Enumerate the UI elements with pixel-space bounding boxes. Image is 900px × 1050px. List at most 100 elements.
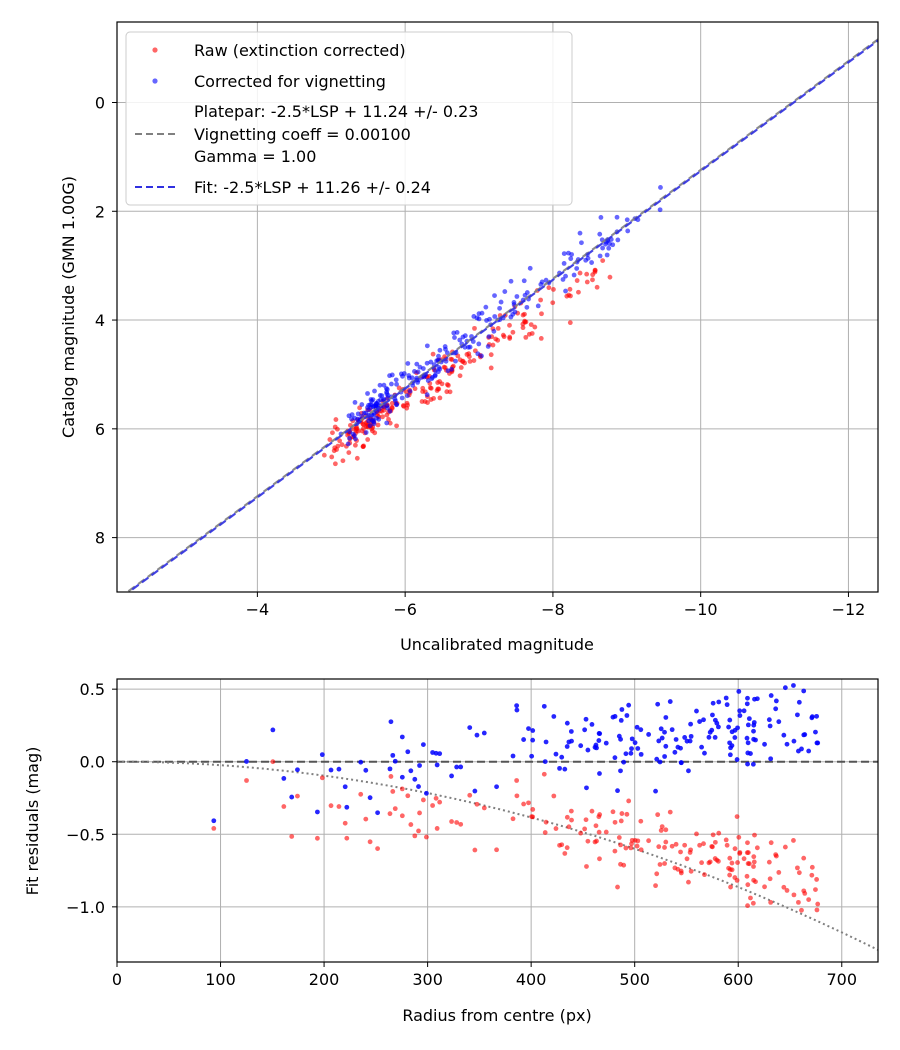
residual-point-raw (543, 819, 549, 825)
scatter-point-raw (510, 329, 516, 335)
residuals-scatter (211, 683, 821, 913)
scatter-point-corrected (428, 359, 434, 365)
residual-point-raw (702, 872, 707, 878)
scatter-point-raw (466, 351, 472, 357)
scatter-point-corrected (624, 217, 630, 223)
scatter-point-raw (501, 334, 507, 340)
residual-point-corrected (551, 714, 557, 719)
residual-point-corrected (399, 734, 405, 740)
scatter-point-corrected (368, 397, 374, 402)
residual-point-corrected (603, 740, 609, 746)
scatter-point-corrected (436, 353, 441, 359)
scatter-point-corrected (365, 405, 370, 410)
residual-point-raw (430, 803, 435, 808)
scatter-point-raw (386, 417, 391, 422)
residual-point-raw (521, 801, 527, 807)
scatter-point-corrected (437, 347, 443, 353)
scatter-point-raw (528, 322, 534, 328)
residual-point-corrected (412, 776, 418, 782)
scatter-point-raw (550, 300, 556, 306)
residual-point-corrected (387, 766, 393, 772)
residual-point-corrected (662, 754, 668, 759)
residual-point-raw (551, 793, 557, 799)
residual-point-corrected (699, 744, 705, 750)
scatter-point-raw (346, 450, 352, 455)
scatter-point-corrected (479, 353, 484, 359)
residual-point-corrected (727, 752, 733, 758)
residual-point-corrected (408, 768, 414, 774)
residual-point-corrected (710, 700, 716, 706)
residual-point-raw (437, 799, 443, 805)
calibration-fit-lines (127, 38, 879, 593)
residual-point-raw (412, 833, 418, 839)
residual-point-raw (582, 826, 588, 832)
residual-point-corrected (319, 752, 325, 758)
scatter-point-corrected (370, 412, 376, 418)
residual-point-raw (796, 870, 802, 876)
residual-point-raw (289, 834, 295, 839)
calibration-y-label: Catalog magnitude (GMN 1.00G) (59, 176, 78, 438)
residual-point-corrected (596, 738, 602, 743)
residual-point-raw (748, 895, 753, 901)
scatter-point-corrected (424, 392, 430, 398)
scatter-point-raw (400, 403, 406, 408)
residual-point-corrected (744, 701, 750, 707)
residual-point-raw (796, 899, 801, 905)
scatter-point-raw (584, 279, 590, 285)
residual-point-corrected (405, 749, 411, 755)
residual-point-corrected (737, 713, 743, 718)
residuals-plot: 0 100 200 300 400 500 600 700 0.5 0.0 −0.5 −1.0 Rad… (23, 678, 879, 1025)
residual-point-corrected (564, 720, 570, 726)
scatter-point-raw (607, 274, 613, 280)
residual-point-corrected (784, 741, 790, 747)
scatter-point-corrected (425, 378, 431, 383)
calibration-ticks: −4 −6 −8 −10 −12 0 2 4 6 8 (95, 93, 866, 619)
scatter-point-corrected (597, 231, 603, 237)
residual-point-raw (745, 840, 750, 846)
residual-point-raw (449, 819, 454, 824)
residual-point-corrected (624, 713, 630, 718)
scatter-point-corrected (372, 388, 377, 394)
residual-point-corrected (615, 788, 620, 794)
x-tick-label: 400 (516, 970, 547, 989)
scatter-point-raw (471, 358, 477, 363)
residual-point-corrected (781, 732, 787, 738)
scatter-point-corrected (345, 441, 351, 447)
scatter-point-corrected (400, 373, 405, 379)
residual-point-raw (712, 839, 718, 845)
scatter-point-corrected (347, 435, 352, 441)
residual-point-raw (732, 875, 738, 880)
scatter-point-corrected (466, 344, 471, 350)
scatter-point-corrected (521, 278, 527, 284)
residual-point-corrected (682, 735, 688, 740)
residual-point-corrected (767, 723, 773, 729)
scatter-point-corrected (527, 265, 533, 271)
scatter-point-raw (340, 458, 346, 464)
residual-point-corrected (745, 740, 751, 746)
residual-point-corrected (375, 810, 380, 816)
residual-point-raw (434, 826, 440, 831)
residual-point-raw (562, 851, 568, 856)
scatter-point-raw (448, 356, 454, 362)
residual-point-raw (782, 844, 788, 850)
residual-point-corrected (420, 742, 426, 747)
residual-point-corrected (673, 737, 679, 742)
scatter-point-corrected (589, 260, 595, 265)
scatter-point-corrected (657, 207, 663, 213)
scatter-point-raw (457, 357, 463, 363)
scatter-point-corrected (384, 420, 390, 426)
residual-point-corrected (716, 699, 722, 705)
residual-point-raw (806, 897, 812, 903)
scatter-point-corrected (407, 388, 413, 394)
residual-point-corrected (638, 727, 644, 733)
residual-point-raw (701, 841, 706, 847)
legend-box (125, 31, 573, 206)
scatter-point-corrected (424, 343, 430, 349)
residual-point-corrected (688, 721, 694, 727)
residual-point-corrected (618, 717, 624, 723)
residual-point-raw (745, 882, 751, 888)
residual-point-raw (530, 807, 536, 812)
scatter-point-raw (337, 438, 343, 444)
scatter-point-raw (365, 437, 371, 442)
scatter-point-corrected (568, 256, 574, 262)
